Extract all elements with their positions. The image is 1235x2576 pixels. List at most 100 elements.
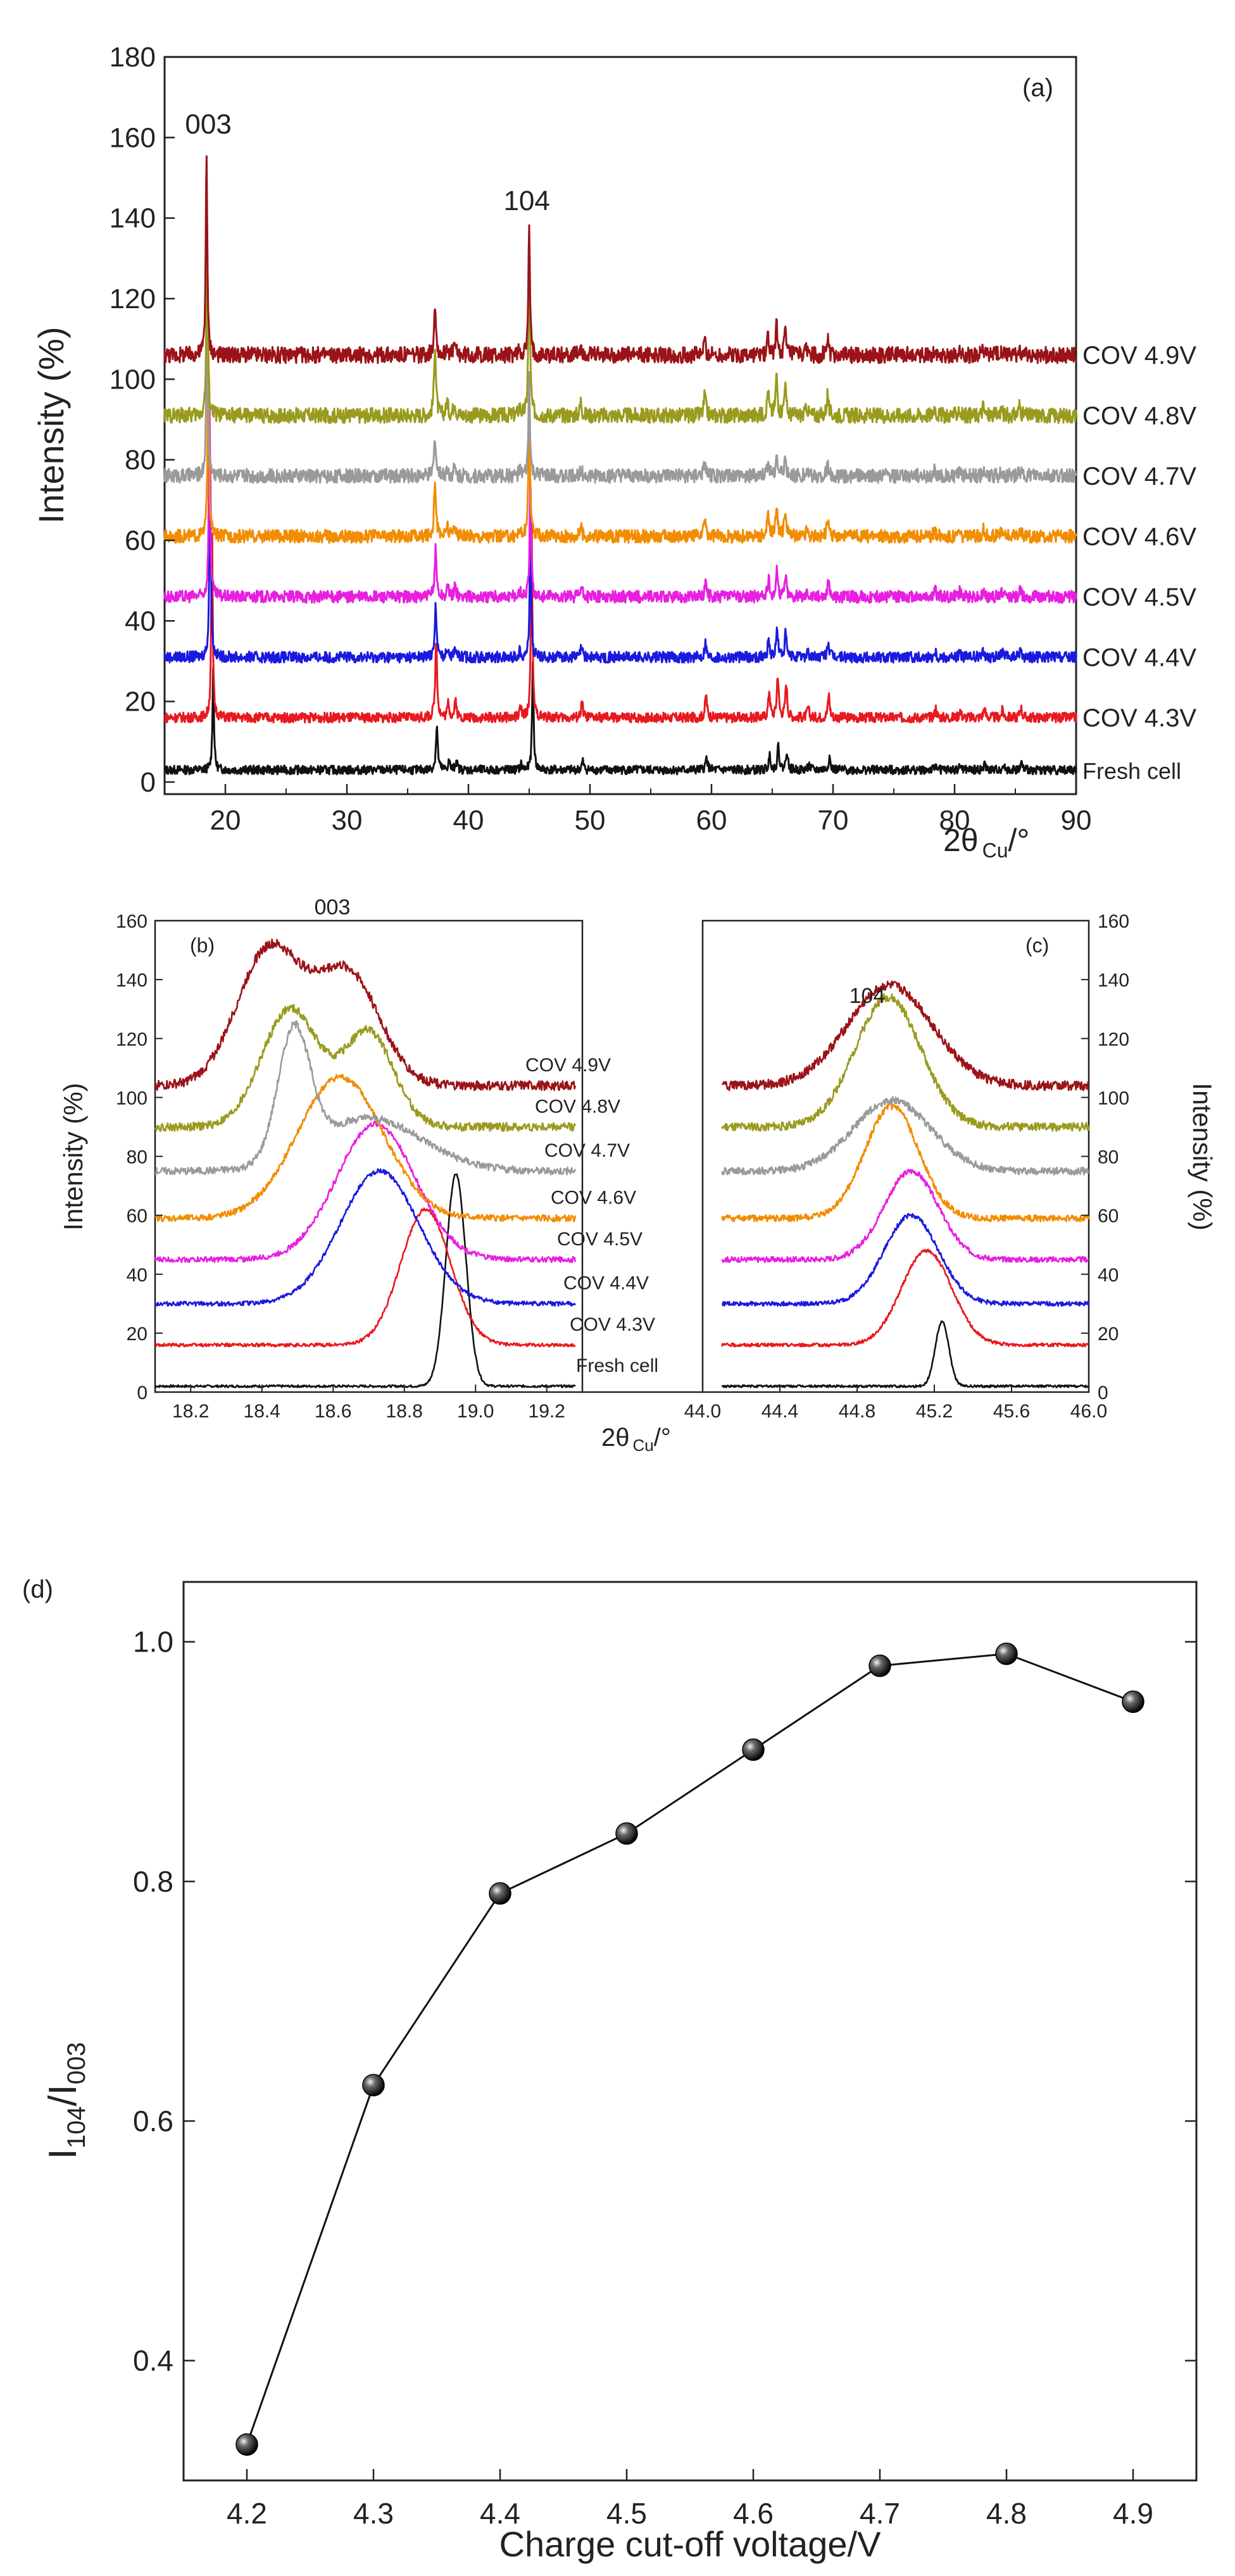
panel-c-ytick-label: 20 (1098, 1324, 1119, 1345)
panel-c-xtick-label: 44.4 (762, 1401, 798, 1422)
panel-bc-series-labels: Fresh cell COV 4.3V COV 4.4V COV 4.5V COV 4.… (525, 1055, 658, 1376)
panel-d-frame (182, 1581, 1198, 2482)
panel-a-frame (163, 56, 1077, 795)
panel-b-xtick-label: 18.8 (386, 1401, 423, 1422)
panel-a-series-label: COV 4.6V (1082, 523, 1196, 551)
panel-b-xtick-label: 18.6 (315, 1401, 351, 1422)
panel-c-series-line (721, 1169, 1089, 1264)
panel-a-xlabel-sub: Cu (982, 839, 1008, 862)
panel-b-frame (154, 919, 584, 1393)
panel-b-xtick-label: 18.4 (244, 1401, 280, 1422)
panel-a-xtick-label: 80 (939, 805, 970, 836)
panel-a-xtick-label: 30 (332, 805, 363, 836)
panel-c-series-line (721, 1096, 1089, 1176)
panel-a-series-line (163, 347, 1077, 544)
panel-a: Fresh cell COV 4.3V COV 4.4V COV 4.5V COV 4.… (31, 42, 1196, 862)
panel-d-point (235, 2433, 258, 2456)
panel-d-ytick-label: 0.8 (133, 1865, 173, 1898)
panel-bc-series-label: COV 4.5V (557, 1229, 643, 1250)
panel-b-ytick-label: 120 (116, 1029, 147, 1050)
panel-c-xtick-label: 46.0 (1070, 1401, 1107, 1422)
panel-b-ytick-label: 160 (116, 911, 147, 932)
panel-a-series-label: COV 4.4V (1082, 644, 1196, 672)
panel-d-ylabel-mid: /I (41, 2084, 85, 2106)
panel-a-xlabel: 2θ Cu/° (943, 823, 1029, 862)
panel-c-series-line (721, 993, 1090, 1132)
panel-d: 4.2 4.3 4.4 4.5 4.6 4.7 4.8 4.9 0.4 0.6 0.8 1.0 (d)… (22, 1576, 1198, 2564)
panel-a-xlabel-main: 2θ (943, 823, 979, 858)
panel-c-ylabel: Intensity (%) (1188, 1083, 1217, 1230)
panel-c-ytick-label: 100 (1098, 1088, 1129, 1109)
panel-d-xtick-label: 4.2 (227, 2497, 267, 2530)
panel-d-xtick-label: 4.7 (860, 2497, 900, 2530)
panel-d-ytick-label: 1.0 (133, 1626, 173, 1658)
panel-c-ytick-label: 160 (1098, 911, 1129, 932)
panel-a-ytick-label: 40 (125, 606, 156, 637)
panel-b-ytick-label: 100 (116, 1088, 147, 1109)
panel-b-xtick-label: 19.0 (457, 1401, 494, 1422)
panel-d-ylabel-sub1: 104 (63, 2106, 91, 2149)
panel-bc-series-label: COV 4.3V (570, 1314, 655, 1335)
panel-d-ylabel-main: I (41, 2148, 85, 2159)
panel-a-xtick-label: 40 (453, 805, 484, 836)
panel-bc-xlabel-sub: Cu (633, 1436, 654, 1455)
panel-bc-series-label: COV 4.7V (544, 1140, 630, 1161)
panel-b-ytick-label: 60 (127, 1206, 147, 1227)
panel-a-series-label: COV 4.9V (1082, 342, 1196, 370)
panel-a-series-label: Fresh cell (1082, 758, 1181, 784)
panel-bc-ticks: 18.2 18.4 18.6 18.8 19.0 19.2 0 20 40 60 80 100 120 1… (116, 911, 1129, 1422)
panel-b-series (154, 938, 577, 1388)
panel-d-ylabel: I104/I003 (41, 2042, 91, 2159)
panel-d-marks (235, 1642, 1144, 2456)
panel-a-ytick-label: 140 (110, 203, 156, 234)
panel-b-series-line (154, 1168, 576, 1307)
panel-b-ytick-label: 80 (127, 1147, 147, 1168)
panel-d-xtick-label: 4.3 (353, 2497, 394, 2530)
panel-b-series-line (154, 1207, 576, 1348)
panel-b-ytick-label: 40 (127, 1265, 147, 1286)
panel-a-ytick-label: 120 (110, 283, 156, 314)
panel-c-series-line (722, 1212, 1090, 1307)
panel-c-ytick-label: 80 (1098, 1147, 1119, 1168)
panel-d-xtick-label: 4.8 (986, 2497, 1027, 2530)
panel-a-ytick-label: 80 (125, 445, 156, 476)
panel-c-ytick-label: 120 (1098, 1029, 1129, 1050)
panel-d-point (615, 1822, 638, 1845)
panel-d-ytick-label: 0.4 (133, 2344, 173, 2377)
panel-b-ytick-label: 20 (127, 1324, 147, 1345)
panel-bc-xlabel-main: 2θ (601, 1424, 630, 1452)
panel-c-label: (c) (1025, 934, 1049, 957)
panel-bc-series-label: Fresh cell (576, 1355, 658, 1376)
panel-a-series-line (163, 457, 1077, 664)
panel-b-series-line (154, 1073, 577, 1223)
panel-bc-series-label: COV 4.6V (551, 1188, 636, 1209)
panel-a-xtick-label: 50 (575, 805, 606, 836)
panel-d-label: (d) (22, 1576, 53, 1603)
panel-a-series-line (163, 155, 1077, 364)
panel-a-xtick-label: 60 (696, 805, 727, 836)
panel-a-series-label: COV 4.3V (1082, 704, 1196, 732)
panel-d-xtick-label: 4.4 (480, 2497, 520, 2530)
panel-a-series: Fresh cell COV 4.3V COV 4.4V COV 4.5V COV 4.… (163, 155, 1196, 784)
panel-b-series-line (154, 1004, 577, 1132)
panel-a-xlabel-suffix: /° (1008, 823, 1030, 858)
panel-c-peak-label: 104 (849, 984, 886, 1008)
panel-b-ytick-label: 0 (137, 1383, 147, 1403)
panel-a-series-label: COV 4.8V (1082, 402, 1196, 430)
panel-c-xtick-label: 45.2 (916, 1401, 953, 1422)
panel-a-ytick-label: 100 (110, 364, 156, 395)
peak-label-104: 104 (503, 185, 549, 216)
panel-a-label: (a) (1022, 74, 1053, 102)
panel-a-ytick-label: 20 (125, 687, 156, 718)
panel-a-series-label: COV 4.5V (1082, 583, 1196, 611)
panel-b-xtick-label: 19.2 (529, 1401, 565, 1422)
panel-c-xtick-label: 45.6 (993, 1401, 1030, 1422)
panel-a-series-line (163, 227, 1077, 425)
panel-d-ylabel-sub2: 003 (63, 2042, 91, 2084)
panel-a-xtick-label: 90 (1061, 805, 1092, 836)
panel-b-peak-label: 003 (315, 895, 351, 919)
panel-a-ylabel: Intensity (%) (31, 327, 71, 523)
panel-d-xtick-label: 4.6 (733, 2497, 774, 2530)
panel-c-series-line (721, 980, 1089, 1092)
